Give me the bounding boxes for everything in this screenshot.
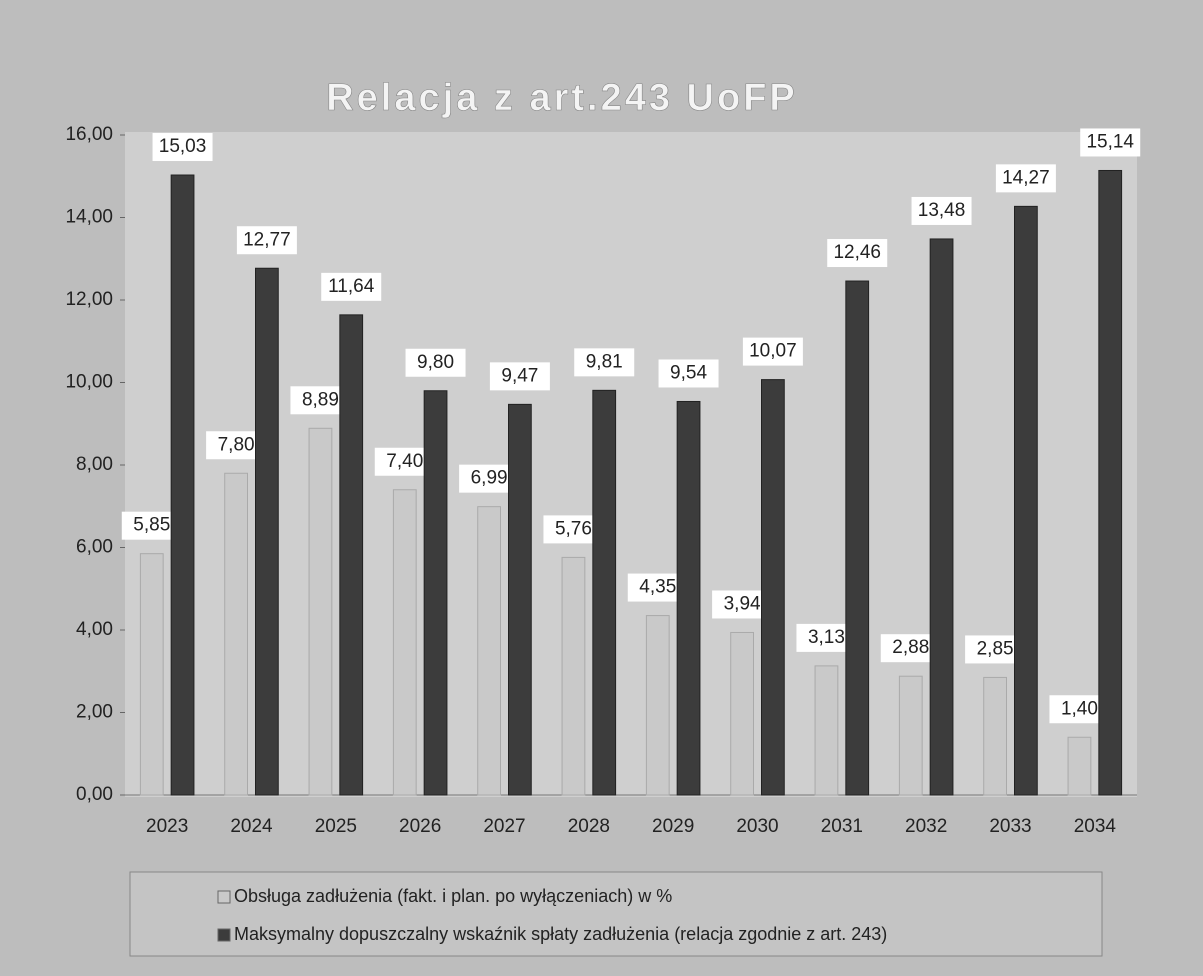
x-tick-label: 2023: [146, 816, 188, 837]
y-tick-label: 14,00: [65, 207, 113, 228]
bar: [308, 427, 333, 796]
value-label: 5,85: [133, 515, 170, 536]
y-tick-label: 8,00: [76, 454, 113, 475]
x-tick-label: 2032: [905, 816, 947, 837]
value-label: 3,94: [724, 593, 761, 614]
value-label: 9,80: [417, 352, 454, 373]
value-label: 6,99: [471, 468, 508, 489]
x-tick-label: 2029: [652, 816, 694, 837]
value-label: 3,13: [808, 627, 845, 648]
bar: [898, 675, 923, 796]
bar: [814, 665, 839, 796]
x-tick-label: 2031: [821, 816, 863, 837]
legend-swatch: [217, 928, 231, 942]
y-tick-label: 16,00: [65, 124, 113, 145]
value-label: 1,40: [1061, 698, 1098, 719]
value-label-box: [827, 239, 888, 268]
x-tick-label: 2028: [568, 816, 610, 837]
value-label: 14,27: [1002, 167, 1050, 188]
value-label: 9,54: [670, 362, 707, 383]
value-label: 2,85: [977, 638, 1014, 659]
value-label-box: [742, 337, 803, 366]
y-tick-label: 2,00: [76, 702, 113, 723]
bar: [761, 379, 785, 796]
bar: [255, 267, 279, 796]
bar: [845, 280, 870, 796]
value-label-box: [1080, 128, 1141, 157]
value-label: 8,89: [302, 389, 339, 410]
x-tick-label: 2034: [1074, 816, 1117, 837]
value-label: 10,07: [749, 341, 797, 362]
legend-swatch: [217, 890, 231, 904]
value-label-box: [911, 196, 972, 225]
value-label: 9,47: [501, 365, 538, 386]
value-label: 12,46: [833, 242, 881, 263]
bar: [224, 472, 248, 796]
value-label: 15,03: [159, 136, 207, 157]
y-tick-label: 10,00: [65, 372, 113, 393]
y-tick-label: 4,00: [76, 619, 113, 640]
bar: [1098, 169, 1123, 796]
bar: [676, 400, 701, 796]
bar: [929, 238, 954, 796]
value-label-box: [995, 164, 1056, 193]
value-label-box: [236, 226, 297, 255]
bar: [477, 506, 502, 796]
bar: [423, 390, 448, 796]
value-label: 13,48: [918, 200, 966, 221]
bar: [508, 403, 532, 796]
value-label-box: [405, 348, 466, 377]
x-tick-label: 2030: [736, 816, 778, 837]
y-tick-label: 12,00: [65, 289, 113, 310]
bar: [645, 615, 670, 796]
x-tick-label: 2033: [989, 816, 1031, 837]
bar: [1067, 736, 1092, 796]
value-label: 12,77: [243, 229, 291, 250]
value-label-box: [574, 348, 635, 377]
chart-title: Relacja z art.243 UoFP: [326, 77, 798, 119]
value-label-box: [489, 362, 550, 391]
legend-label: Obsługa zadłużenia (fakt. i plan. po wył…: [234, 886, 672, 906]
bar: [1014, 205, 1038, 796]
value-label: 2,88: [892, 637, 929, 658]
bar: [170, 174, 195, 796]
value-label: 7,80: [218, 434, 255, 455]
bar: [339, 314, 364, 796]
y-tick-label: 6,00: [76, 537, 113, 558]
legend: [129, 871, 1103, 957]
x-tick-label: 2026: [399, 816, 441, 837]
value-label: 15,14: [1086, 131, 1134, 152]
value-label-box: [152, 133, 213, 162]
bar: [592, 389, 617, 796]
bar: [139, 553, 164, 796]
bar: [392, 489, 417, 796]
legend-label: Maksymalny dopuszczalny wskaźnik spłaty …: [234, 924, 887, 944]
value-label: 9,81: [586, 351, 623, 372]
value-label: 4,35: [639, 577, 676, 598]
x-tick-label: 2025: [315, 816, 357, 837]
value-label: 7,40: [386, 451, 423, 472]
value-label: 11,64: [328, 276, 375, 297]
value-label: 5,76: [555, 518, 592, 539]
value-label-box: [321, 272, 382, 301]
y-tick-label: 0,00: [76, 784, 113, 805]
x-tick-label: 2027: [483, 816, 525, 837]
value-label-box: [658, 359, 719, 388]
bar: [561, 556, 586, 796]
x-tick-label: 2024: [230, 816, 273, 837]
bar: [730, 631, 754, 796]
bar: [983, 676, 1007, 796]
